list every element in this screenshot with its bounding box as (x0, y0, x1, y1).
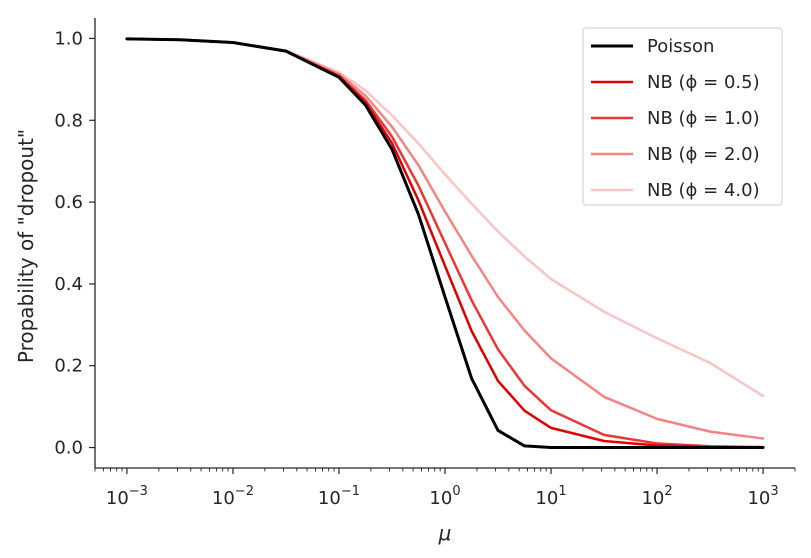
x-axis-title: μ (438, 521, 452, 545)
legend-label-0: Poisson (647, 36, 714, 57)
legend-label-1: NB (ϕ = 0.5) (647, 72, 760, 93)
legend-box (582, 27, 783, 206)
x-tick-label-4: 101 (535, 484, 566, 509)
legend: Poisson NB (ϕ = 0.5) NB (ϕ = 1.0) NB (ϕ = 2… (582, 27, 783, 206)
y-tick-label-2: 0.4 (54, 274, 83, 295)
y-tick-label-0: 0.0 (54, 438, 83, 459)
series-lines (125, 37, 765, 449)
legend-label-2: NB (ϕ = 1.0) (647, 108, 760, 129)
x-tick-label-1: 10−2 (212, 484, 254, 509)
x-tick-label-6: 103 (747, 484, 778, 509)
y-axis-title: Propability of "dropout" (14, 129, 38, 363)
x-tick-label-0: 10−3 (106, 484, 148, 509)
y-tick-label-5: 1.0 (54, 28, 83, 49)
x-tick-label-3: 100 (429, 484, 460, 509)
legend-label-4: NB (ϕ = 4.0) (647, 180, 760, 201)
legend-label-3: NB (ϕ = 2.0) (647, 144, 760, 165)
y-tick-label-4: 0.8 (54, 110, 83, 131)
x-tick-label-2: 10−1 (318, 484, 360, 509)
y-tick-label-1: 0.2 (54, 356, 83, 377)
axes: 0.0 0.2 0.4 0.6 0.8 1.0 10−3 10−2 10−1 100 101 102 1… (54, 18, 796, 509)
y-tick-label-3: 0.6 (54, 192, 83, 213)
series-line-0 (125, 37, 765, 449)
x-tick-label-5: 102 (641, 484, 672, 509)
